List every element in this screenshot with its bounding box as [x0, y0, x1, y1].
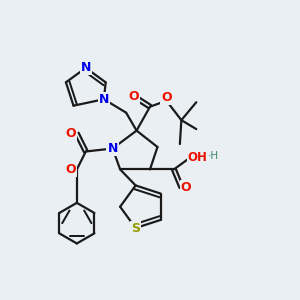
Text: O: O: [66, 127, 76, 140]
Text: S: S: [131, 221, 140, 235]
Text: N: N: [99, 93, 109, 106]
Text: ·H: ·H: [208, 151, 219, 161]
Text: O: O: [66, 163, 76, 176]
Text: OH: OH: [188, 151, 208, 164]
Text: O: O: [161, 91, 172, 104]
Text: O: O: [181, 181, 191, 194]
Text: N: N: [81, 61, 91, 74]
Text: O: O: [128, 90, 139, 103]
Text: N: N: [107, 142, 118, 155]
